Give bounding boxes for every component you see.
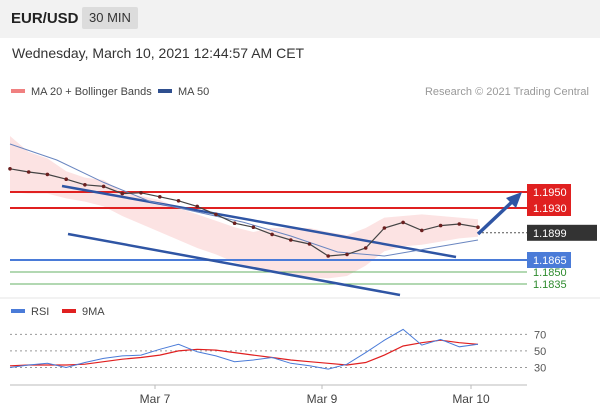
ma20-legend-label: MA 20 + Bollinger Bands — [31, 86, 152, 98]
price-point — [326, 254, 331, 258]
price-point — [345, 252, 349, 257]
price-point — [176, 199, 181, 203]
timestamp: Wednesday, March 10, 2021 12:44:57 AM CE… — [12, 45, 305, 61]
rsi-legend-label: RSI — [31, 306, 49, 318]
rsi-tick-30: 30 — [534, 362, 546, 374]
price-point — [476, 225, 480, 229]
support-3-label: 1.1835 — [533, 279, 567, 291]
price-point — [457, 222, 462, 226]
bollinger-band — [10, 136, 478, 279]
price-point — [26, 170, 31, 174]
rsi-legend-swatch — [11, 309, 25, 313]
ma50-legend-label: MA 50 — [178, 86, 209, 98]
price-point — [289, 238, 293, 242]
price-point — [101, 184, 106, 189]
forecast-arrow-head — [506, 192, 522, 208]
price-series — [8, 167, 480, 258]
ma50-line — [9, 143, 479, 257]
price-point — [251, 225, 256, 229]
resistance-2-label-box — [527, 200, 571, 216]
price-point — [64, 177, 68, 181]
credit-text: Research © 2021 Trading Central — [425, 86, 589, 98]
trend-channel — [61, 184, 522, 297]
price-point — [45, 172, 50, 177]
support-2-label: 1.1850 — [533, 267, 567, 279]
price-point — [438, 223, 443, 228]
price-point — [214, 212, 218, 217]
resistance-2-label: 1.1930 — [533, 203, 567, 215]
price-point — [158, 195, 162, 199]
header-bar: EUR/USD 30 MIN — [0, 0, 600, 38]
current-price-label: 1.1899 — [533, 228, 567, 240]
price-point — [401, 220, 405, 225]
channel-lower-line — [67, 232, 401, 297]
ma50-polyline — [9, 143, 479, 257]
ma9-legend-swatch — [62, 309, 76, 313]
x-tick-label: Mar 7 — [140, 392, 171, 406]
resistance-1-label: 1.1950 — [533, 187, 567, 199]
rsi-tick-70: 70 — [534, 329, 546, 341]
rsi-polyline — [9, 328, 479, 370]
x-axis-labels: Mar 7 Mar 9 Mar 10 — [140, 385, 490, 406]
price-polyline — [9, 168, 479, 257]
price-point — [120, 191, 125, 196]
support-1-label-box — [527, 252, 571, 268]
x-tick-label: Mar 9 — [307, 392, 338, 406]
channel-upper-line — [61, 184, 457, 259]
ma9-legend-label: 9MA — [82, 306, 105, 318]
price-point — [195, 204, 199, 209]
pair-title: EUR/USD — [11, 10, 79, 27]
resistance-1-label-box — [527, 184, 571, 200]
price-point — [363, 246, 368, 250]
price-point — [232, 221, 237, 225]
price-point — [382, 226, 387, 230]
price-point — [8, 167, 12, 171]
bollinger-fill — [10, 136, 478, 279]
x-tick-label: Mar 10 — [452, 392, 490, 406]
ma9-polyline — [9, 339, 479, 367]
rsi-tick-50: 50 — [534, 346, 546, 358]
price-point — [139, 191, 143, 195]
timeframe-badge[interactable]: 30 MIN — [82, 7, 138, 29]
ma50-legend-swatch — [158, 89, 172, 93]
price-point — [420, 228, 424, 233]
current-price-box — [527, 224, 597, 241]
rsi-series — [9, 328, 479, 370]
price-point — [83, 183, 87, 187]
price-point — [270, 232, 274, 237]
forecast-arrow-shaft — [476, 198, 516, 236]
rsi-grid: 70 50 30 — [10, 329, 546, 374]
ma20-legend-swatch — [11, 89, 25, 93]
price-point — [307, 242, 312, 246]
support-1-label: 1.1865 — [533, 255, 567, 267]
